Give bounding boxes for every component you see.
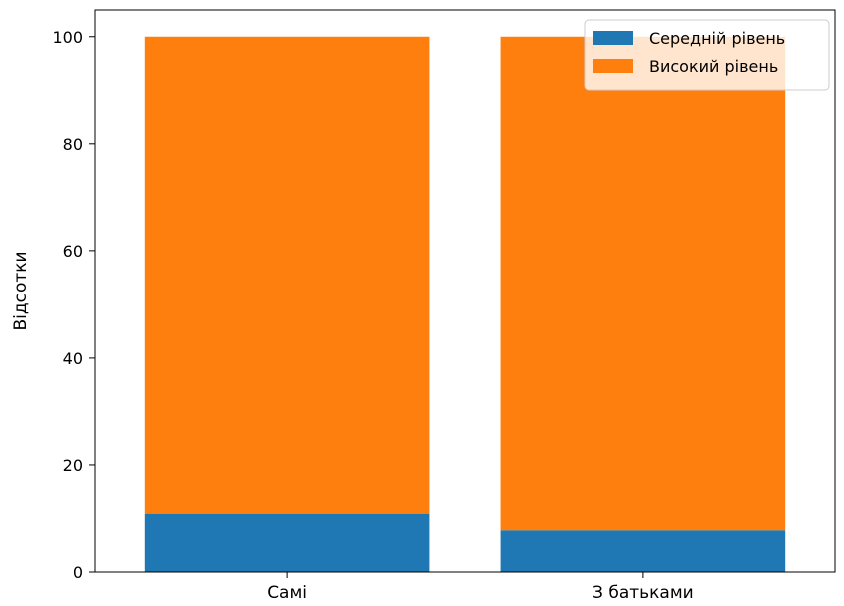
bar-high-1	[500, 36, 786, 531]
bar-high-0	[144, 36, 430, 514]
y-tick-label: 60	[63, 242, 83, 261]
x-tick-label: Самі	[267, 583, 307, 603]
bars-group	[144, 36, 786, 572]
legend-label: Середній рівень	[649, 29, 785, 48]
x-axis: Самі З батьками	[267, 572, 694, 603]
legend-box	[584, 19, 830, 91]
y-tick-label: 40	[63, 349, 83, 368]
legend-swatch	[593, 31, 633, 45]
y-tick-label: 0	[73, 563, 83, 582]
y-axis-label: Відсотки	[11, 251, 31, 330]
y-tick-label: 100	[52, 28, 83, 47]
legend: Середній рівень Високий рівень	[584, 19, 830, 91]
bar-medium-1	[500, 530, 786, 572]
bar-medium-0	[144, 513, 430, 572]
y-tick-label: 80	[63, 135, 83, 154]
plot-frame	[94, 9, 836, 573]
y-tick-label: 20	[63, 456, 83, 475]
legend-swatch	[593, 59, 633, 73]
legend-label: Високий рівень	[649, 57, 778, 76]
x-tick-label: З батьками	[592, 583, 694, 603]
y-axis: 0 20 40 60 80 100	[52, 28, 95, 582]
